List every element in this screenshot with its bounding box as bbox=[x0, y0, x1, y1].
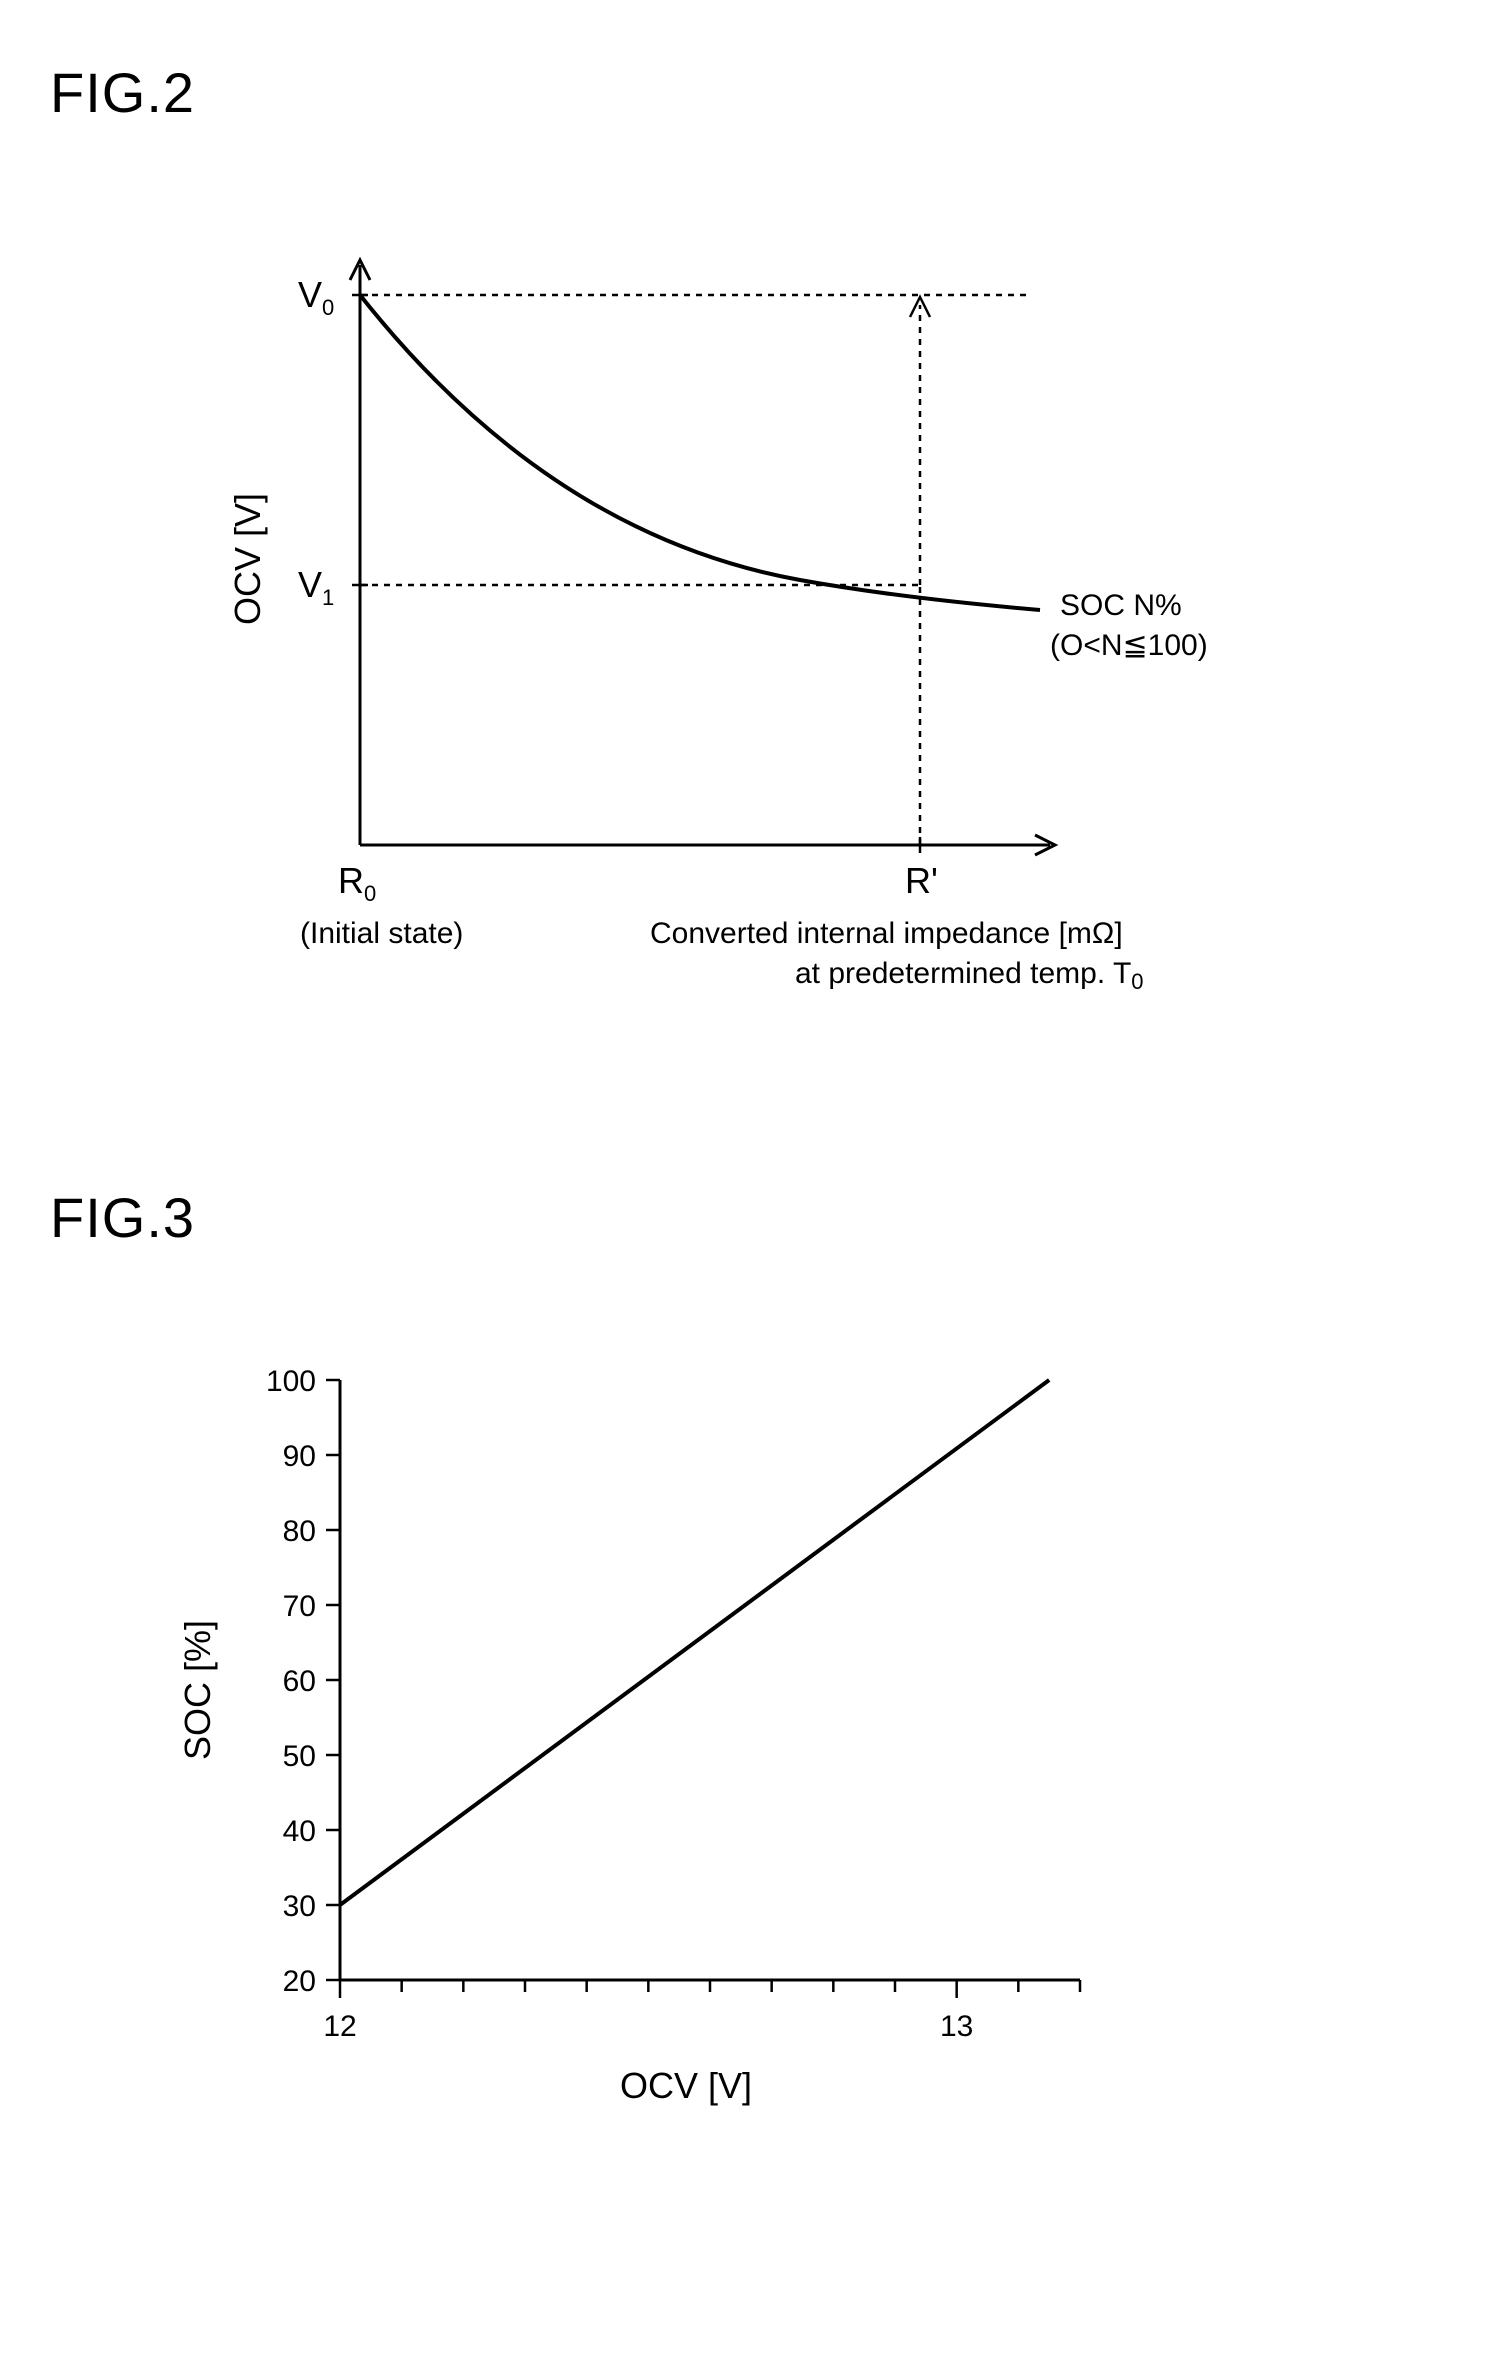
fig3-ylabel: SOC [%] bbox=[177, 1620, 218, 1760]
fig2-chart: V0 V1 R0 R' OCV [V] (Initial state) Conv… bbox=[50, 165, 1461, 1065]
figure-2: FIG.2 V0 V1 bbox=[50, 60, 1461, 1065]
fig2-label: FIG.2 bbox=[50, 60, 1461, 125]
fig3-xtick-label: 12 bbox=[323, 2010, 356, 2043]
fig3-chart: 100 90 80 70 60 50 40 30 20 12 13 SOC [%] OCV [V] bbox=[50, 1290, 1461, 2170]
fig3-data-line bbox=[340, 1380, 1049, 1905]
fig3-xlabel: OCV [V] bbox=[620, 2065, 752, 2106]
fig2-curve bbox=[360, 295, 1040, 610]
fig2-v0-label: V0 bbox=[298, 274, 334, 320]
fig3-ytick-label: 80 bbox=[283, 1515, 316, 1548]
fig3-xtick-label: 13 bbox=[940, 2010, 973, 2043]
fig3-ytick-label: 60 bbox=[283, 1665, 316, 1698]
fig2-ylabel: OCV [V] bbox=[227, 493, 268, 625]
fig2-soc-annotation-2: (O<N≦100) bbox=[1050, 629, 1208, 662]
fig3-ytick-label: 30 bbox=[283, 1890, 316, 1923]
fig3-yticks: 100 90 80 70 60 50 40 30 20 bbox=[266, 1365, 340, 1998]
fig3-ytick-label: 70 bbox=[283, 1590, 316, 1623]
fig2-converted-impedance-1: Converted internal impedance [mΩ] bbox=[650, 917, 1123, 950]
fig3-xticks: 12 13 bbox=[323, 1980, 1080, 2043]
fig3-ytick-label: 40 bbox=[283, 1815, 316, 1848]
fig2-converted-impedance-2: at predetermined temp. T0 bbox=[795, 957, 1144, 994]
fig2-soc-annotation-1: SOC N% bbox=[1060, 589, 1182, 622]
fig2-v1-label: V1 bbox=[298, 564, 334, 610]
fig2-initial-state: (Initial state) bbox=[300, 917, 463, 950]
fig2-rprime-label: R' bbox=[905, 860, 938, 901]
fig3-label: FIG.3 bbox=[50, 1185, 1461, 1250]
fig3-ytick-label: 90 bbox=[283, 1440, 316, 1473]
fig3-ytick-label: 100 bbox=[266, 1365, 316, 1398]
figure-3: FIG.3 100 90 80 70 60 50 40 30 20 12 13 SOC [%] O… bbox=[50, 1185, 1461, 2170]
fig2-r0-label: R0 bbox=[338, 860, 376, 906]
fig3-ytick-label: 50 bbox=[283, 1740, 316, 1773]
fig3-ytick-label: 20 bbox=[283, 1965, 316, 1998]
